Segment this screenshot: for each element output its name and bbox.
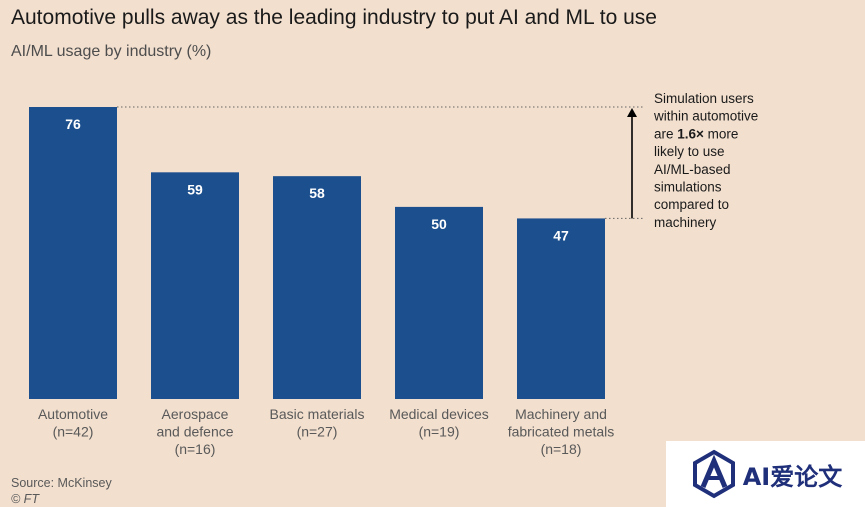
bar-value-label-0: 76 [65,116,81,132]
category-label-0: Automotive (n=42) [38,406,108,440]
chart-subtitle: AI/ML usage by industry (%) [11,43,212,60]
source-block: Source: McKinsey © FT [11,475,112,507]
watermark: AI爱论文 [666,441,865,507]
comparison-arrow-head [627,108,637,117]
annotation-text: Simulation users within automotive are 1.6… [653,91,758,230]
copyright-text: © FT [11,492,39,506]
bar-value-label-3: 50 [431,216,447,232]
bar-3 [395,206,483,399]
category-label-2: Basic materials (n=27) [270,406,365,440]
category-label-3: Medical devices (n=19) [389,406,489,440]
bar-value-label-1: 59 [187,181,203,197]
bar-0 [29,107,117,399]
chart-title: Automotive pulls away as the leading ind… [11,6,657,29]
category-label-1: Aerospace and defence (n=16) [156,406,233,457]
bar-value-label-2: 58 [309,185,325,201]
watermark-text: AI爱论文 [742,462,843,491]
watermark-logo-icon [692,449,735,499]
bar-chart: 76 Automotive (n=42) 59 Aerospace and defence… [29,91,758,457]
category-label-4: Machinery and fabricated metals (n=18) [508,406,615,457]
source-text: Source: McKinsey [11,476,112,490]
bar-value-label-4: 47 [553,227,569,243]
bar-1 [151,172,239,399]
bar-2 [273,176,361,399]
bar-4 [517,218,605,399]
